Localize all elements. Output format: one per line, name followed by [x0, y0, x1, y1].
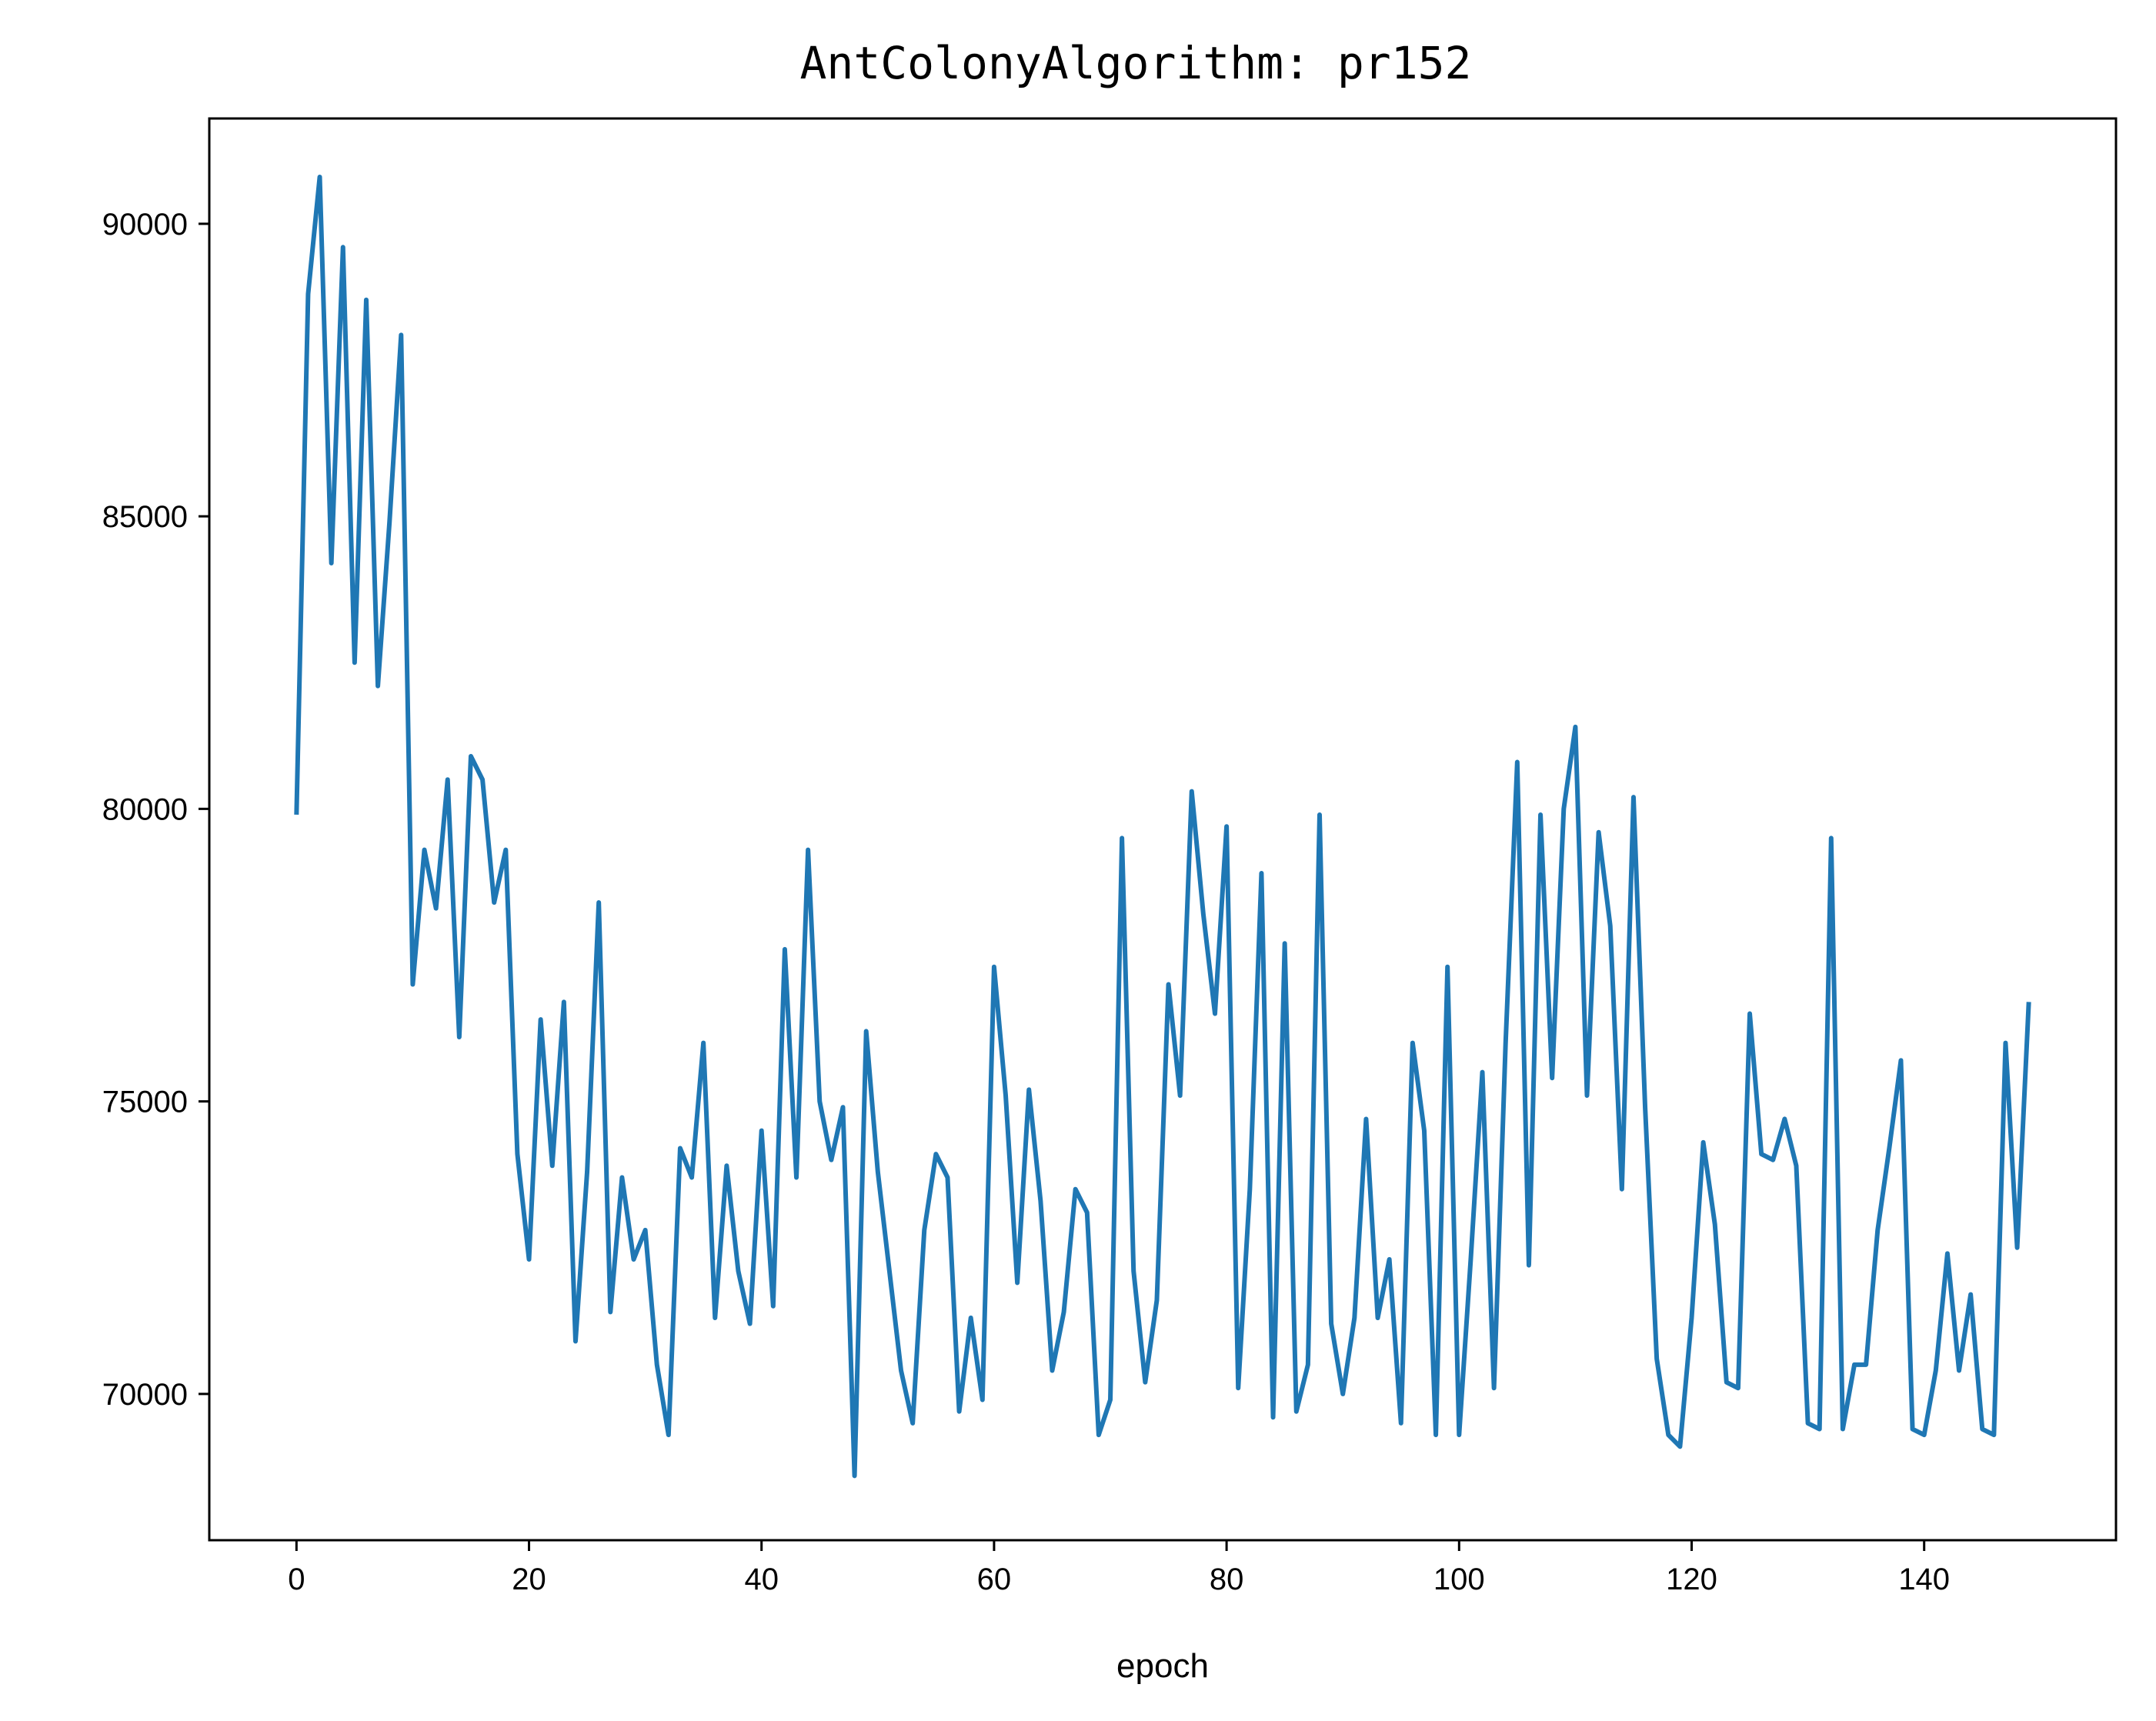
y-axis: 70000 75000 80000 85000 90000	[102, 208, 209, 1412]
x-axis: 0 20 40 60 80 100 120 140	[288, 1540, 1950, 1596]
x-tick-label: 60	[977, 1563, 1012, 1596]
x-tick-label: 20	[512, 1563, 546, 1596]
x-tick-label: 140	[1898, 1563, 1950, 1596]
axes-frame	[208, 117, 2118, 1542]
series-line-0	[294, 175, 2031, 1479]
y-tick-label: 90000	[102, 208, 188, 242]
y-tick-label: 75000	[102, 1086, 188, 1119]
x-tick-label: 40	[744, 1563, 779, 1596]
plot-area	[294, 175, 2031, 1479]
x-axis-label: epoch	[1116, 1647, 1209, 1685]
chart-title: AntColonyAlgorithm: pr152	[800, 37, 1472, 89]
y-tick-label: 85000	[102, 500, 188, 534]
y-tick-label: 70000	[102, 1378, 188, 1412]
x-tick-label: 100	[1433, 1563, 1485, 1596]
x-tick-label: 0	[288, 1563, 305, 1596]
y-tick-label: 80000	[102, 792, 188, 826]
x-tick-label: 80	[1210, 1563, 1244, 1596]
x-tick-label: 120	[1666, 1563, 1717, 1596]
